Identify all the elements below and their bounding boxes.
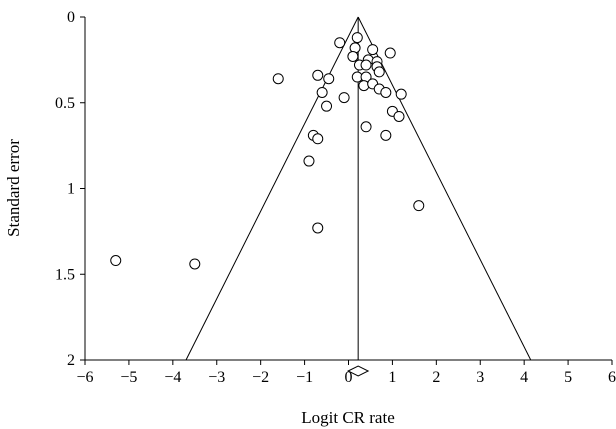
funnel-right-line xyxy=(357,16,532,361)
study-point xyxy=(393,110,405,122)
study-point xyxy=(351,32,363,44)
x-tick-label: 6 xyxy=(608,369,616,386)
study-point xyxy=(384,47,396,59)
x-tick-label: −2 xyxy=(252,369,269,386)
axis-ticks xyxy=(80,16,613,365)
pooled-estimate-diamond xyxy=(347,365,370,377)
y-tick-label: 0 xyxy=(67,9,75,26)
y-tick-label: 0.5 xyxy=(55,95,75,112)
study-point xyxy=(323,73,335,85)
study-point xyxy=(312,69,324,81)
tick-labels: −6 −5 −4 −3 −2 −1 0 1 2 3 4 5 6 0 0.5 1 1.5 2 xyxy=(55,9,616,386)
study-point xyxy=(110,255,122,267)
funnel-left-line xyxy=(185,16,359,361)
x-tick-label: −1 xyxy=(296,369,313,386)
study-point xyxy=(373,66,385,78)
study-point xyxy=(395,88,407,100)
x-tick-label: 1 xyxy=(388,369,396,386)
study-point xyxy=(303,155,315,167)
y-tick-label: 1.5 xyxy=(55,266,75,283)
y-tick-label: 1 xyxy=(67,181,75,198)
study-point xyxy=(360,59,372,71)
study-point xyxy=(316,86,328,98)
x-tick-label: −4 xyxy=(164,369,181,386)
study-point xyxy=(312,133,324,145)
study-point xyxy=(413,200,425,212)
study-point xyxy=(312,222,324,234)
x-tick-label: −5 xyxy=(120,369,137,386)
study-point xyxy=(321,100,333,112)
x-tick-label: −6 xyxy=(76,369,93,386)
x-tick-label: 3 xyxy=(476,369,484,386)
study-point xyxy=(380,86,392,98)
study-point xyxy=(334,37,346,49)
study-point xyxy=(189,258,201,270)
y-axis-title: Standard error xyxy=(4,139,23,237)
x-tick-label: 4 xyxy=(520,369,528,386)
x-tick-label: 2 xyxy=(432,369,440,386)
study-point xyxy=(380,129,392,141)
plot-axes xyxy=(84,17,612,361)
study-point xyxy=(272,73,284,85)
study-point xyxy=(338,92,350,104)
x-tick-label: 0 xyxy=(345,369,353,386)
x-tick-label: 5 xyxy=(564,369,572,386)
x-tick-label: −3 xyxy=(208,369,225,386)
study-point xyxy=(367,44,379,56)
y-tick-label: 2 xyxy=(67,352,75,369)
study-point xyxy=(347,50,359,62)
study-point xyxy=(358,80,370,92)
study-points xyxy=(110,32,425,270)
study-point xyxy=(360,121,372,133)
x-axis-title: Logit CR rate xyxy=(301,408,394,427)
